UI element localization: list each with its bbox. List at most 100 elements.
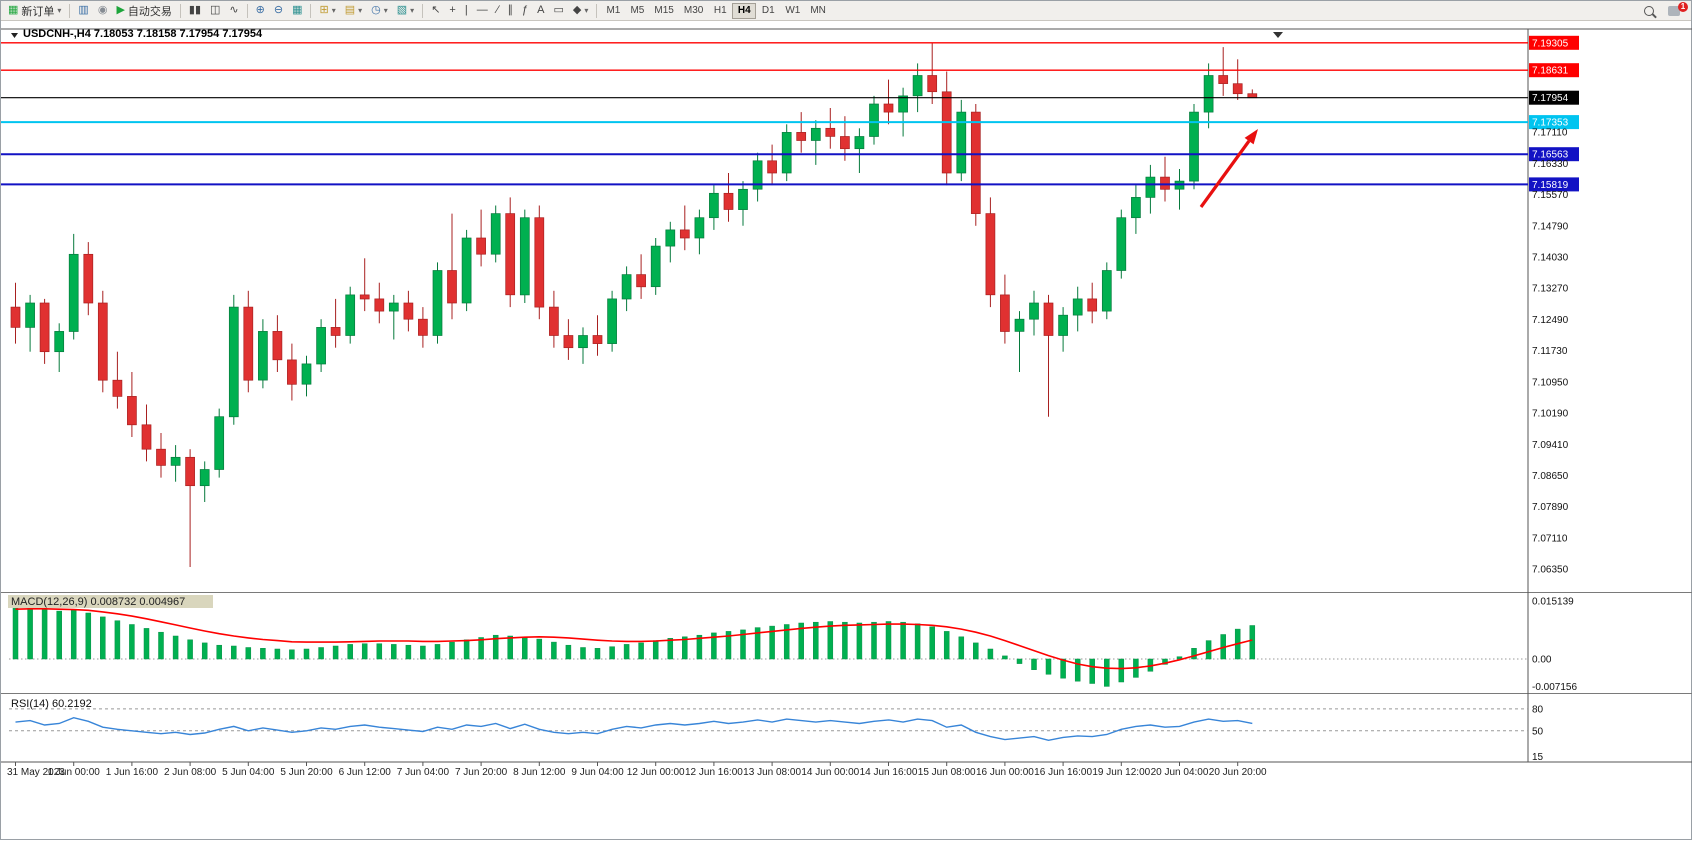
bar-chart-button[interactable]: ▮▮: [185, 2, 205, 19]
caret-down-icon: ▾: [584, 6, 589, 15]
channel-tool-button[interactable]: ∥: [504, 2, 518, 19]
candlestick-button[interactable]: ◫: [206, 2, 224, 19]
candlestick-series: [10, 43, 1258, 567]
rsi-line: [15, 716, 1253, 742]
price-tag-label: 7.17954: [1532, 93, 1569, 104]
macd-scale-top: 0.015139: [1532, 597, 1574, 608]
notifications-button[interactable]: 1: [1664, 2, 1688, 19]
caret-down-icon: ▾: [383, 6, 388, 15]
time-label: 16 Jun 00:00: [976, 767, 1034, 778]
price-tag-label: 7.16563: [1532, 150, 1569, 161]
timeframe-button-m1[interactable]: M1: [601, 3, 625, 19]
label-tool-button[interactable]: ▭: [550, 2, 568, 19]
time-label: 5 Jun 04:00: [222, 767, 275, 778]
time-label: 16 Jun 16:00: [1034, 767, 1092, 778]
toolbar-separator: [179, 3, 181, 18]
search-button[interactable]: [1640, 2, 1658, 19]
tile-windows-button[interactable]: ▦: [288, 2, 306, 19]
label-tool-icon: ▭: [553, 4, 564, 16]
time-label: 15 Jun 08:00: [918, 767, 976, 778]
time-label: 31 May 2023: [7, 767, 65, 778]
line-chart-icon: ∿: [229, 4, 239, 16]
zoom-in-button[interactable]: ⊕: [252, 2, 269, 19]
profiles-icon: ▤: [344, 4, 356, 16]
caret-down-icon: ▾: [358, 6, 363, 15]
profiles-button[interactable]: ▤ ▾: [341, 2, 366, 19]
shapes-tool-button[interactable]: ◆ ▾: [569, 2, 592, 19]
rsi-label: RSI(14) 60.2192: [11, 698, 92, 710]
tile-windows-icon: ▦: [292, 4, 303, 16]
caret-down-icon: ▾: [57, 6, 62, 15]
toolbar-separator: [422, 3, 424, 18]
trendline-tool-button[interactable]: ∕: [493, 2, 503, 19]
price-tag-label: 7.17353: [1532, 118, 1569, 129]
autotrading-button[interactable]: ▶ 自动交易: [112, 2, 175, 19]
price-tag-last-price-line: 7.17954: [1529, 90, 1579, 105]
rsi-scale-label: 15: [1532, 752, 1544, 763]
toolbar-right-group: 1: [1640, 2, 1688, 19]
toolbar-separator: [310, 3, 312, 18]
cursor-tool-button[interactable]: ↖: [427, 2, 444, 19]
price-scale-label: 7.10190: [1532, 409, 1569, 420]
price-tag-support-line-cyan: 7.17353: [1529, 115, 1579, 130]
price-scale-label: 7.08650: [1532, 471, 1569, 482]
price-scale-label: 7.07890: [1532, 502, 1569, 513]
price-tag-resistance-line-lower: 7.18631: [1529, 63, 1579, 78]
timeframe-button-w1[interactable]: W1: [780, 3, 805, 19]
sound-button[interactable]: ◉: [94, 2, 112, 19]
vline-tool-button[interactable]: |: [461, 2, 472, 19]
price-scale-label: 7.13270: [1532, 283, 1569, 294]
rsi-scale-label: 50: [1532, 726, 1544, 737]
caret-down-icon: ▾: [331, 6, 336, 15]
line-chart-button[interactable]: ∿: [225, 2, 242, 19]
cursor-icon: ↖: [431, 4, 441, 16]
price-scale-label: 7.17110: [1532, 127, 1568, 138]
time-label: 14 Jun 00:00: [801, 767, 859, 778]
timeframe-button-m15[interactable]: M15: [649, 3, 678, 19]
symbol-title-arrow-icon[interactable]: [11, 33, 18, 38]
timeframe-button-h4[interactable]: H4: [732, 2, 757, 19]
chart-window-button[interactable]: ▥: [74, 2, 92, 19]
macd-label: MACD(12,26,9) 0.008732 0.004967: [11, 596, 185, 608]
toolbar-separator: [69, 3, 71, 18]
price-scale-label: 7.16330: [1532, 159, 1569, 170]
bar-chart-icon: ▮▮: [188, 4, 202, 16]
price-tag-label: 7.19305: [1532, 38, 1569, 49]
horizontal-line-icon: —: [476, 4, 488, 16]
timeframe-button-m30[interactable]: M30: [679, 3, 708, 19]
fibonacci-tool-button[interactable]: ƒ: [518, 2, 532, 19]
template-button[interactable]: ▧ ▾: [393, 2, 418, 19]
price-tag-resistance-line-upper: 7.19305: [1529, 35, 1579, 50]
crosshair-tool-button[interactable]: +: [445, 2, 459, 19]
timeframe-button-h1[interactable]: H1: [708, 3, 732, 19]
zoom-out-button[interactable]: ⊖: [270, 2, 287, 19]
clock-icon: ◷: [371, 4, 381, 16]
timeframe-button-m5[interactable]: M5: [625, 3, 649, 19]
new-chart-button[interactable]: ⊞ ▾: [315, 2, 339, 19]
price-scale-label: 7.06350: [1532, 565, 1569, 576]
trendline-icon: ∕: [496, 4, 499, 16]
price-tag-label: 7.15819: [1532, 180, 1569, 191]
notification-badge: 1: [1678, 2, 1688, 12]
price-scale-label: 7.12490: [1532, 315, 1569, 326]
trend-arrow-annotation[interactable]: [1199, 129, 1258, 208]
timeframe-toolbar: M1 M5 M15 M30 H1 H4 D1 W1 MN: [601, 2, 831, 19]
chart-shift-marker-icon[interactable]: [1273, 32, 1283, 38]
timeframe-button-d1[interactable]: D1: [756, 3, 780, 19]
new-order-label: 新订单: [21, 5, 55, 18]
chart-window-icon: ▥: [78, 4, 89, 16]
vertical-line-icon: |: [464, 4, 468, 16]
period-button[interactable]: ◷ ▾: [367, 2, 392, 19]
macd-signal-line: [15, 607, 1253, 670]
time-label: 20 Jun 04:00: [1151, 767, 1209, 778]
time-label: 12 Jun 00:00: [627, 767, 685, 778]
price-axis[interactable]: 7.17110 7.16330 7.15570 7.14790 7.14030 7.132…: [1532, 127, 1569, 575]
text-tool-button[interactable]: A: [533, 2, 548, 19]
new-order-button[interactable]: ▦ 新订单 ▾: [4, 2, 65, 19]
timeframe-button-mn[interactable]: MN: [805, 3, 831, 19]
caret-down-icon: ▾: [410, 6, 415, 15]
hline-tool-button[interactable]: —: [473, 2, 492, 19]
